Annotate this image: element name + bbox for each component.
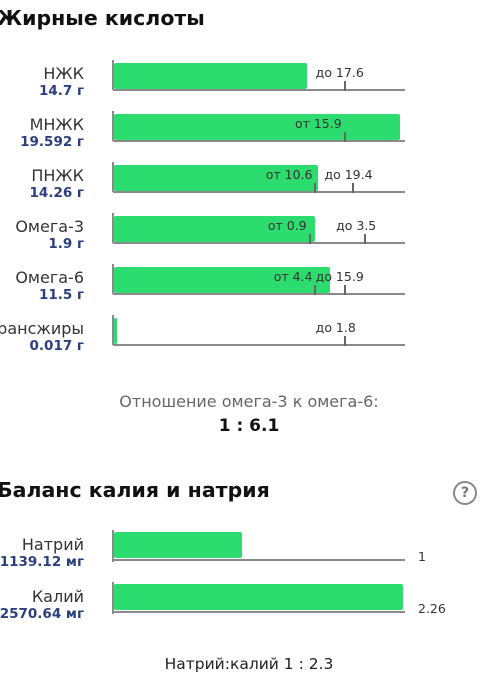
bar-track	[113, 293, 405, 295]
bar-axis	[112, 213, 114, 243]
fatty-row-label: НЖК 14.7 г	[39, 64, 84, 99]
question-circle-icon[interactable]: ?	[453, 481, 477, 505]
fatty-row: Омега-6 11.5 г от 4.4 до 15.9	[0, 264, 498, 316]
bar-axis	[112, 582, 114, 614]
range-tick	[308, 234, 311, 244]
bar-axis	[112, 264, 114, 294]
range-label: до 1.8	[315, 320, 356, 335]
progress-bar	[114, 114, 401, 140]
bar-axis	[112, 111, 114, 141]
nutrient-amount: 11.5 г	[38, 287, 84, 303]
nutrient-amount: 19.592 г	[20, 134, 84, 150]
nutrient-name: Омега-6	[15, 268, 84, 287]
fatty-row: Трансжиры0.017 г до 1.8	[0, 315, 498, 367]
omega-ratio-value: 1 : 6.1	[218, 416, 280, 436]
range-tick	[314, 183, 317, 193]
bar-track	[113, 89, 405, 91]
bar-track	[113, 611, 405, 613]
range-label: до 15.9	[315, 269, 364, 284]
range-tick	[343, 132, 346, 142]
progress-bar	[114, 165, 319, 191]
fatty-row: МНЖК 19.592 г от 15.9	[0, 111, 498, 163]
nutrient-name: МНЖК	[29, 115, 84, 134]
fatty-row: Омега-3 1.9 г от 0.9 до 3.5	[0, 213, 498, 265]
progress-bar	[114, 63, 307, 89]
nutrient-name: Омега-3	[15, 217, 84, 236]
bar-axis	[112, 315, 114, 345]
range-tick	[314, 285, 317, 295]
fatty-row: НЖК 14.7 г до 17.6	[0, 60, 498, 112]
bar-axis	[112, 530, 114, 562]
ratio-value: 2.26	[418, 601, 446, 616]
range-label: до 19.4	[324, 167, 373, 182]
range-label: от 0.9	[267, 218, 307, 233]
bar-track	[113, 559, 405, 561]
progress-bar	[114, 318, 117, 344]
bar-track	[113, 191, 405, 193]
bar-axis	[112, 60, 114, 90]
range-label: от 10.6	[265, 167, 313, 182]
mineral-name: Натрий	[21, 535, 84, 554]
range-label: до 17.6	[315, 65, 364, 80]
fatty-row-label: Омега-3 1.9 г	[15, 217, 84, 252]
range-tick	[343, 81, 346, 91]
range-tick	[343, 336, 346, 346]
range-label: от 4.4	[273, 269, 313, 284]
nutrient-amount: 14.26 г	[29, 185, 84, 201]
progress-bar	[114, 532, 243, 558]
range-tick	[343, 285, 346, 295]
progress-bar	[114, 216, 316, 242]
bar-track	[113, 242, 405, 244]
progress-bar	[114, 584, 404, 610]
nutrient-amount: 14.7 г	[38, 83, 84, 99]
potassium-sodium-title: Баланс калия и натрия	[0, 478, 270, 502]
range-tick	[364, 234, 367, 244]
omega-ratio-label: Отношение омега-3 к омега-6:	[119, 392, 379, 411]
nutrient-amount: 1.9 г	[48, 236, 84, 252]
nutrient-name: НЖК	[43, 64, 84, 83]
bar-track	[113, 344, 405, 346]
progress-bar	[114, 267, 331, 293]
balance-row-label: Калий 2570.64 мг	[0, 587, 84, 622]
range-tick	[352, 183, 355, 193]
fatty-row: ПНЖК 14.26 г от 10.6 до 19.4	[0, 162, 498, 214]
fatty-row-label: Трансжиры0.017 г	[0, 319, 84, 354]
fatty-row-label: Омега-6 11.5 г	[15, 268, 84, 303]
mineral-amount: 2570.64 мг	[0, 606, 84, 622]
balance-row: Калий 2570.64 мг 2.26	[0, 582, 498, 634]
bar-track	[113, 140, 405, 142]
bar-axis	[112, 162, 114, 192]
sodium-potassium-ratio: Натрий:калий 1 : 2.3	[164, 655, 334, 673]
mineral-name: Калий	[31, 587, 84, 606]
nutrient-name: Трансжиры	[0, 319, 84, 338]
range-label: до 3.5	[336, 218, 377, 233]
ratio-value: 1	[418, 549, 426, 564]
range-label: от 15.9	[294, 116, 342, 131]
balance-row: Натрий 1139.12 мг 1	[0, 530, 498, 582]
nutrient-name: ПНЖК	[31, 166, 84, 185]
fatty-acids-title: Жирные кислоты	[0, 6, 205, 30]
mineral-amount: 1139.12 мг	[0, 554, 84, 570]
fatty-row-label: МНЖК 19.592 г	[20, 115, 84, 150]
nutrient-amount: 0.017 г	[29, 338, 84, 354]
fatty-row-label: ПНЖК 14.26 г	[30, 166, 84, 201]
balance-row-label: Натрий 1139.12 мг	[0, 535, 84, 570]
